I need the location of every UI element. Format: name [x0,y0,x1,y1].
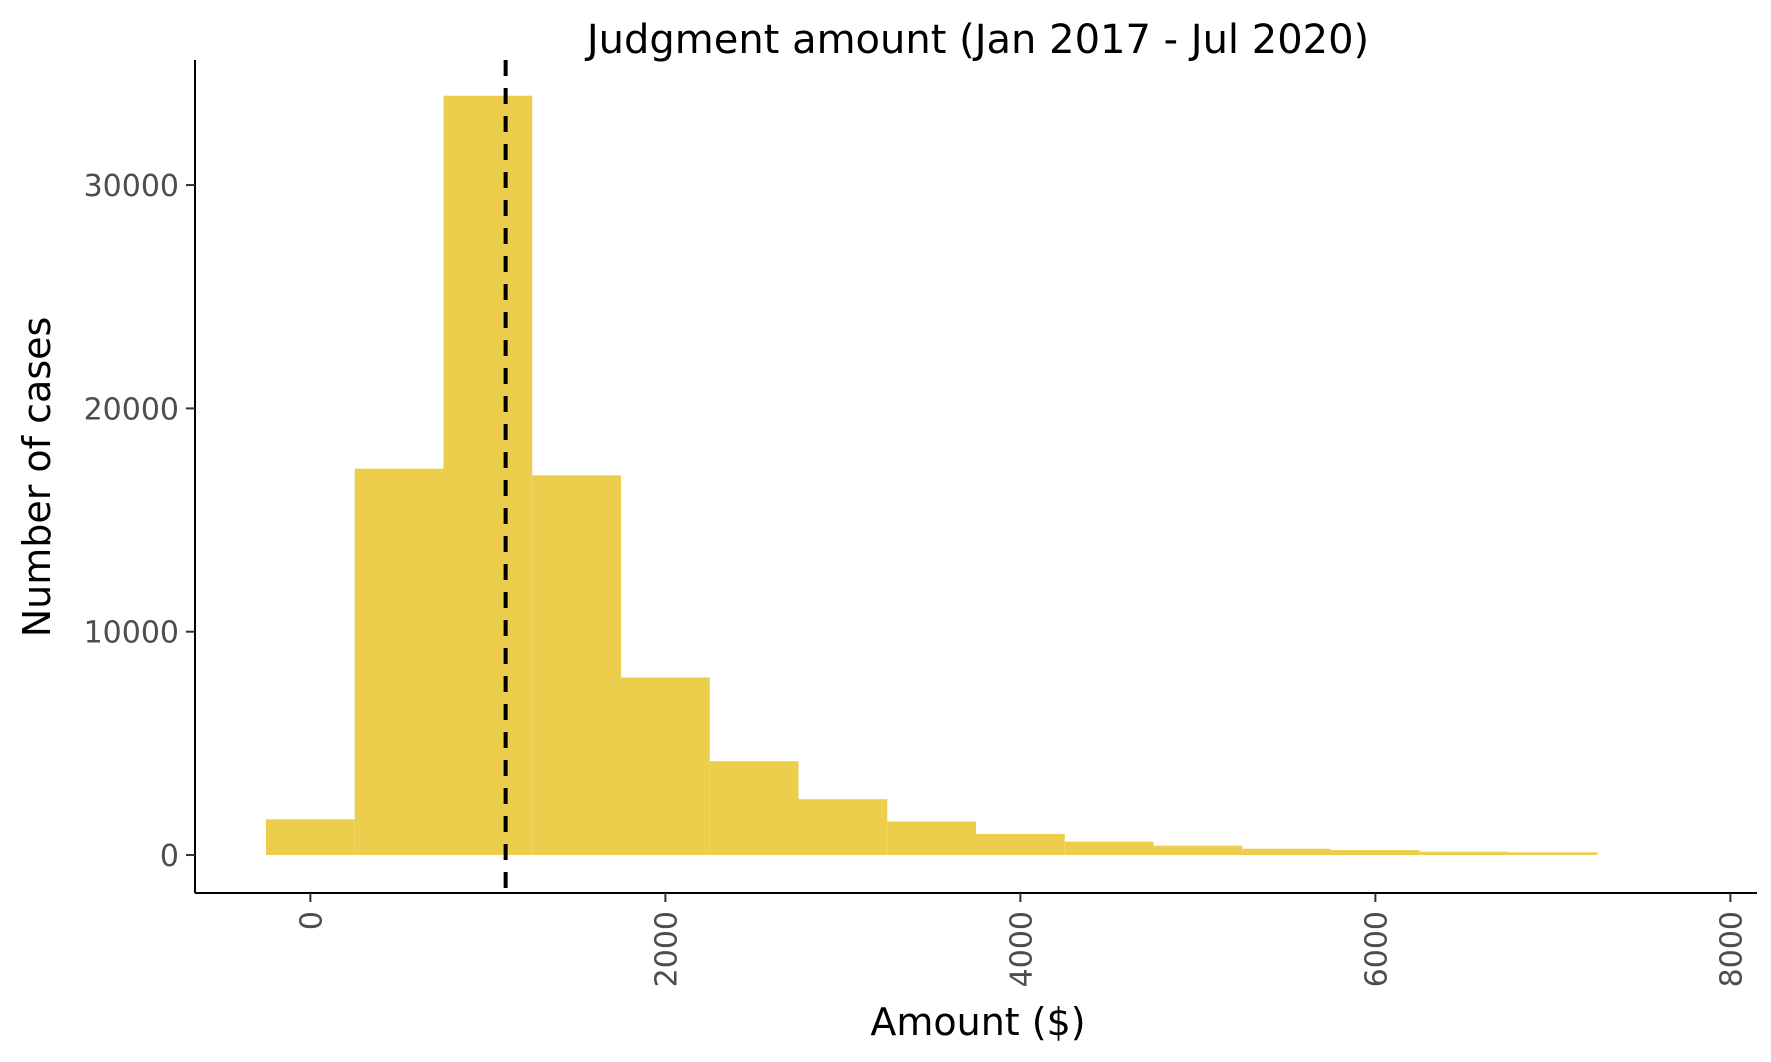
histogram-bar [354,468,444,856]
histogram-bar [1153,845,1243,856]
histogram-bar [266,819,355,856]
histogram-bar [798,799,888,856]
histogram-bar [976,833,1065,856]
x-tick-label: 6000 [1359,911,1394,987]
histogram-bar [1242,848,1331,856]
histogram-bar [1064,841,1154,856]
histogram-bar [887,821,976,856]
histogram-bar [1419,851,1509,856]
histogram-bar [1508,852,1598,856]
histogram-bar [443,95,533,856]
histogram-bar [709,761,799,856]
y-tick-label: 20000 [84,392,179,427]
x-tick-label: 2000 [649,911,684,987]
y-axis-title: Number of cases [15,317,59,638]
y-axis-ticks: 0 10000 20000 30000 [84,169,195,874]
x-tick-label: 4000 [1004,911,1039,987]
x-tick-label: 8000 [1714,911,1749,987]
y-tick-label: 10000 [84,616,179,651]
y-tick-label: 30000 [84,169,179,204]
x-axis-title: Amount ($) [870,1000,1085,1044]
x-axis-ticks: 0 2000 4000 6000 8000 [294,893,1749,987]
chart-title: Judgment amount (Jan 2017 - Jul 2020) [584,17,1369,63]
histogram-bar [1331,850,1420,856]
bars-group [266,95,1598,856]
y-tick-label: 0 [160,839,179,874]
x-tick-label: 0 [294,911,329,930]
histogram-bar [532,475,621,856]
histogram-bar [621,677,710,856]
